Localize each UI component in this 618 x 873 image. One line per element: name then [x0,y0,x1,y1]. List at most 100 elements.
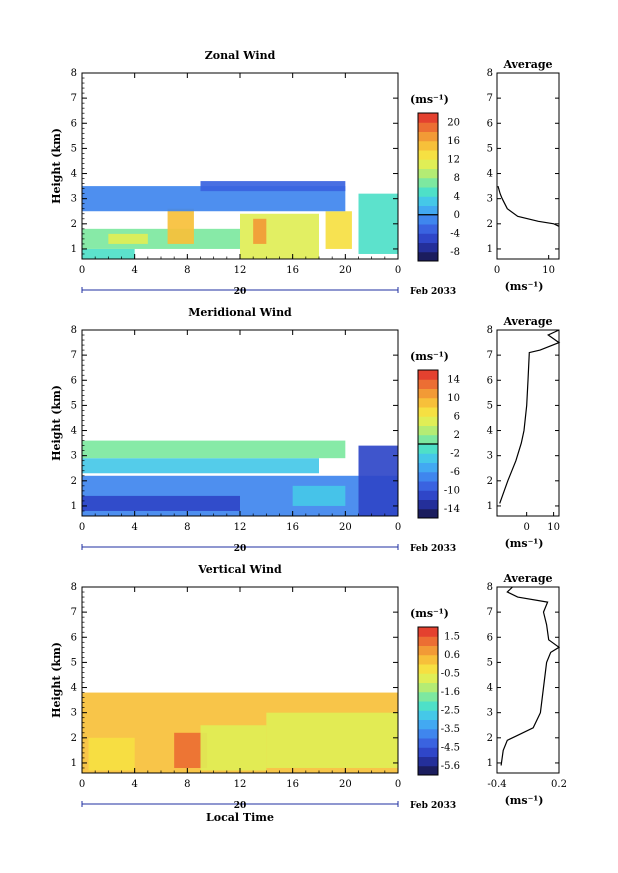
average-title: Average [502,58,552,71]
colorbar-swatch [418,122,438,132]
average-y-tick-label: 3 [487,194,493,205]
y-tick-label: 6 [71,375,77,386]
colorbar-swatch [418,434,438,445]
heatmap-cell [325,211,352,249]
panel-title: Vertical Wind [197,563,282,576]
colorbar-swatch [418,627,438,637]
average-x-tick-label: -0.4 [487,779,506,790]
average-y-tick-label: 1 [487,501,493,512]
y-tick-label: 7 [71,93,77,104]
colorbar-swatch [418,499,438,510]
heatmap-cell [82,458,319,474]
colorbar-swatch [418,397,438,408]
average-y-tick-label: 2 [487,733,493,744]
colorbar-tick-label: 4 [454,191,460,202]
colorbar-swatch [418,150,438,160]
average-y-tick-label: 6 [487,632,493,643]
average-frame [496,72,560,260]
heatmap-cell [82,248,135,259]
colorbar-swatch [418,673,438,683]
y-tick-label: 5 [71,400,77,411]
colorbar-swatch [418,196,438,206]
colorbar-tick-label: 8 [454,173,460,184]
colorbar-tick-label: -2 [450,448,460,459]
heatmap-cell [82,495,240,511]
day-label: 20 [234,544,247,554]
colorbar-swatch [418,407,438,417]
colorbar-unit: (ms⁻¹) [410,93,449,106]
colorbar-swatch [418,664,438,674]
colorbar-tick-label: -0.5 [441,668,460,679]
colorbar-tick-label: 16 [447,136,460,147]
x-tick-label: 0 [79,779,85,790]
average-y-tick-label: 5 [487,143,493,154]
colorbar-swatch [418,728,438,739]
average-profile-line [497,185,560,227]
heatmap [82,692,398,773]
y-axis-label: Height (km) [50,642,63,718]
colorbar-swatch [418,682,438,693]
colorbar-swatch [418,701,438,711]
colorbar-swatch [418,140,438,151]
heatmap-cell [82,228,240,249]
colorbar-tick-label: -2.5 [441,705,460,716]
heatmap-cell [266,712,398,768]
day-label: 20 [234,287,247,297]
panel-title: Meridional Wind [188,306,292,319]
average-x-tick-label: 10 [547,522,560,533]
y-axis-label: Height (km) [50,385,63,461]
y-tick-label: 5 [71,143,77,154]
y-tick-label: 3 [71,708,77,719]
colorbar-swatch [418,205,438,216]
average-frame [496,329,560,517]
x-tick-label: 0 [79,265,85,276]
colorbar-tick-label: -1.6 [441,687,460,698]
colorbar-tick-label: -8 [450,247,460,258]
colorbar-swatch [418,654,438,665]
colorbar-swatch [418,765,438,776]
colorbar-swatch [418,490,438,500]
colorbar-swatch [418,444,438,454]
colorbar-tick-label: 12 [447,154,460,165]
y-tick-label: 1 [71,758,77,769]
average-y-tick-label: 3 [487,451,493,462]
average-y-tick-label: 6 [487,118,493,129]
colorbar-tick-label: 10 [447,393,460,404]
heatmap-cell [358,445,398,516]
colorbar-tick-label: 0 [454,210,460,221]
colorbar-swatch [418,159,438,169]
heatmap [82,181,398,259]
y-tick-label: 8 [71,325,77,336]
colorbar-swatch [418,481,438,491]
average-y-tick-label: 7 [487,607,493,618]
colorbar-tick-label: -6 [450,467,460,478]
x-tick-label: 8 [184,265,190,276]
average-y-tick-label: 8 [487,325,493,336]
colorbar-tick-label: -5.6 [441,761,460,772]
average-x-label: (ms⁻¹) [505,537,544,550]
x-tick-label: 8 [184,779,190,790]
panel-title: Zonal Wind [205,49,276,62]
average-title: Average [502,315,552,328]
average-y-tick-label: 7 [487,93,493,104]
average-y-tick-label: 4 [487,683,493,694]
x-tick-label: 16 [286,265,299,276]
x-tick-label: 16 [286,522,299,533]
x-tick-label: 0 [395,265,401,276]
colorbar-tick-label: 0.6 [444,650,460,661]
heatmap-cell [292,485,346,506]
average-y-tick-label: 3 [487,708,493,719]
colorbar-swatch [418,462,438,473]
colorbar-swatch [418,233,438,243]
colorbar-unit: (ms⁻¹) [410,607,449,620]
colorbar-tick-label: 2 [454,430,460,441]
colorbar-unit: (ms⁻¹) [410,350,449,363]
date-label: Feb 2033 [410,287,456,297]
y-tick-label: 2 [71,733,77,744]
x-tick-label: 16 [286,779,299,790]
colorbar-tick-label: -4 [450,228,460,239]
colorbar-swatch [418,691,438,702]
x-tick-label: 12 [234,522,247,533]
heatmap-cell [200,181,346,192]
